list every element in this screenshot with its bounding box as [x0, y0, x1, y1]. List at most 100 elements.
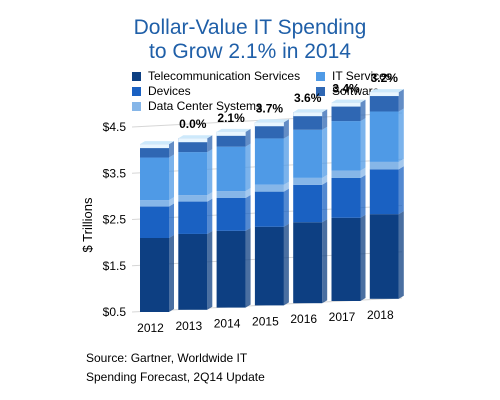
bar-segment-side — [245, 128, 251, 147]
x-tick-label: 2015 — [252, 314, 279, 328]
bar-segment — [369, 214, 399, 299]
y-axis-label: $ Trillions — [80, 197, 95, 252]
bar-segment-side — [360, 174, 366, 218]
bar-segment-side — [169, 154, 174, 201]
y-tick-label: $0.5 — [103, 305, 127, 319]
bar-segment — [178, 233, 208, 310]
bar-segment-side — [398, 211, 404, 299]
bar-segment-side — [245, 143, 251, 192]
x-tick-label: 2014 — [214, 317, 241, 331]
bar-segment — [178, 152, 208, 196]
legend-swatch — [316, 71, 325, 81]
bar-top-cap — [369, 89, 404, 93]
bar-segment-side — [360, 118, 366, 171]
bar-segment-side — [322, 109, 328, 130]
bar-segment-side — [283, 223, 289, 306]
bar-top-cap — [254, 119, 289, 123]
bar-segment — [331, 217, 361, 301]
bar-segment-side — [245, 227, 251, 308]
bar-segment-side — [169, 141, 174, 158]
source-note: Source: Gartner, Worldwide IT Spending F… — [86, 349, 265, 387]
y-tick-label: $3.5 — [103, 166, 127, 180]
bar-top-cap — [331, 99, 366, 103]
bar-segment — [216, 197, 246, 231]
legend-label: IT Services — [332, 69, 392, 83]
bar-segment — [331, 121, 361, 171]
bar-segment — [254, 226, 284, 306]
bar-top-highlight — [331, 102, 361, 107]
growth-label: 3.4% — [332, 82, 360, 96]
bar-top-cap — [216, 128, 251, 132]
bar-top-highlight — [140, 144, 169, 149]
bar-segment-side — [245, 188, 251, 198]
bar-segment — [140, 157, 169, 201]
bar-segment — [369, 92, 399, 112]
source-line1: Source: Gartner, Worldwide IT — [86, 351, 248, 365]
bar-segment-side — [283, 188, 289, 227]
bar-segment — [331, 102, 361, 122]
bar-top-cap — [178, 135, 213, 139]
legend-item-data-center-systems: Data Center Systems — [132, 99, 262, 113]
legend-label: Devices — [148, 84, 191, 98]
bar-top-highlight — [178, 138, 208, 143]
bar-segment — [254, 122, 284, 139]
bar-segment-side — [207, 192, 213, 202]
bar-segment — [140, 238, 169, 312]
bar-segment — [140, 200, 169, 207]
bar-segment-side — [169, 235, 174, 312]
bar-top-highlight — [369, 92, 399, 97]
bar-segment-side — [398, 166, 404, 215]
bar-segment — [140, 206, 169, 238]
bar-segment — [216, 191, 246, 198]
bar-segment — [254, 138, 284, 185]
bar-top-highlight — [293, 112, 323, 117]
growth-label: 3.6% — [294, 91, 322, 105]
y-tick-label: $4.5 — [103, 120, 127, 134]
x-tick-label: 2016 — [290, 312, 317, 326]
bar-segment-side — [322, 219, 328, 304]
legend-swatch — [132, 86, 141, 96]
bar-segment — [293, 112, 323, 130]
bar-top-highlight — [254, 122, 284, 127]
bar-segment — [178, 201, 208, 234]
bar-segment-side — [360, 99, 366, 122]
bar-segment-side — [207, 230, 213, 310]
bar-segment-side — [283, 119, 289, 139]
bar-segment — [178, 195, 208, 202]
growth-label: 3.2% — [371, 71, 399, 85]
growth-label: 3.7% — [256, 101, 284, 115]
chart-title-line1: Dollar-Value IT Spending — [133, 16, 367, 39]
bar-segment-side — [283, 181, 289, 192]
bar-top-cap — [293, 109, 328, 113]
bar-segment-side — [169, 203, 174, 238]
bar-segment-side — [398, 158, 404, 170]
x-tick-label: 2012 — [137, 321, 164, 335]
chart-title-line2: to Grow 2.1% in 2014 — [149, 40, 351, 63]
bar-segment — [216, 230, 246, 308]
legend-label: Software — [332, 84, 380, 98]
y-tick-label: $2.5 — [103, 213, 127, 227]
bar-segment — [331, 170, 361, 178]
legend-swatch — [132, 101, 141, 111]
bar-segment — [293, 184, 323, 223]
bar-top-highlight — [216, 131, 246, 136]
bar-segment — [369, 161, 399, 170]
bar-segment-side — [322, 181, 328, 223]
bar-segment — [331, 177, 361, 218]
legend-label: Data Center Systems — [148, 99, 263, 113]
bar-segment — [369, 111, 399, 162]
legend-item-it-services: IT Services — [316, 69, 392, 83]
x-tick-label: 2017 — [329, 310, 356, 324]
source-line2: Spending Forecast, 2Q14 Update — [86, 370, 265, 384]
bar-segment-side — [398, 108, 404, 162]
bar-segment — [293, 129, 323, 178]
legend-item-devices: Devices — [132, 84, 191, 98]
bar-segment-side — [360, 167, 366, 178]
bar-segment — [254, 184, 284, 192]
growth-label: 0.0% — [179, 117, 207, 131]
bar-segment-side — [245, 194, 251, 231]
bar-segment — [293, 222, 323, 304]
legend-swatch — [316, 86, 325, 96]
bar-segment-side — [322, 174, 328, 185]
